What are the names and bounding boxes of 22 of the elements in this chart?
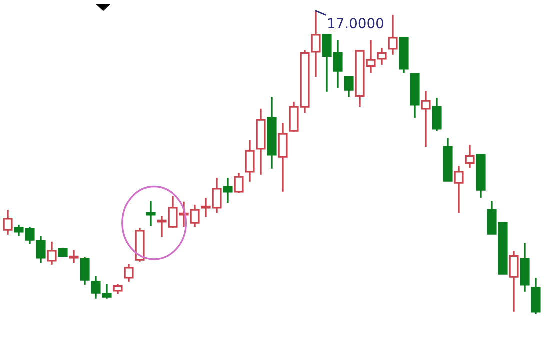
candlestick [421, 90, 431, 148]
candlestick [146, 200, 156, 227]
candlestick [234, 172, 244, 194]
candlestick [432, 97, 442, 132]
annotation: 17.0000 [328, 18, 384, 29]
candlestick [377, 47, 387, 66]
candlestick [278, 122, 288, 193]
candlestick [3, 209, 13, 236]
candlestick [124, 263, 134, 283]
candlestick [531, 277, 541, 315]
candlestick [311, 10, 321, 78]
candlestick [245, 139, 255, 183]
candlestick [388, 14, 398, 56]
candlestick [465, 144, 475, 169]
candlestick [454, 165, 464, 214]
candlestick [80, 256, 90, 286]
candlestick [47, 241, 57, 266]
candlestick [509, 250, 519, 313]
candlestick [344, 76, 354, 98]
candlestick [69, 249, 79, 264]
candlestick [113, 283, 123, 295]
candlestick [223, 177, 233, 204]
